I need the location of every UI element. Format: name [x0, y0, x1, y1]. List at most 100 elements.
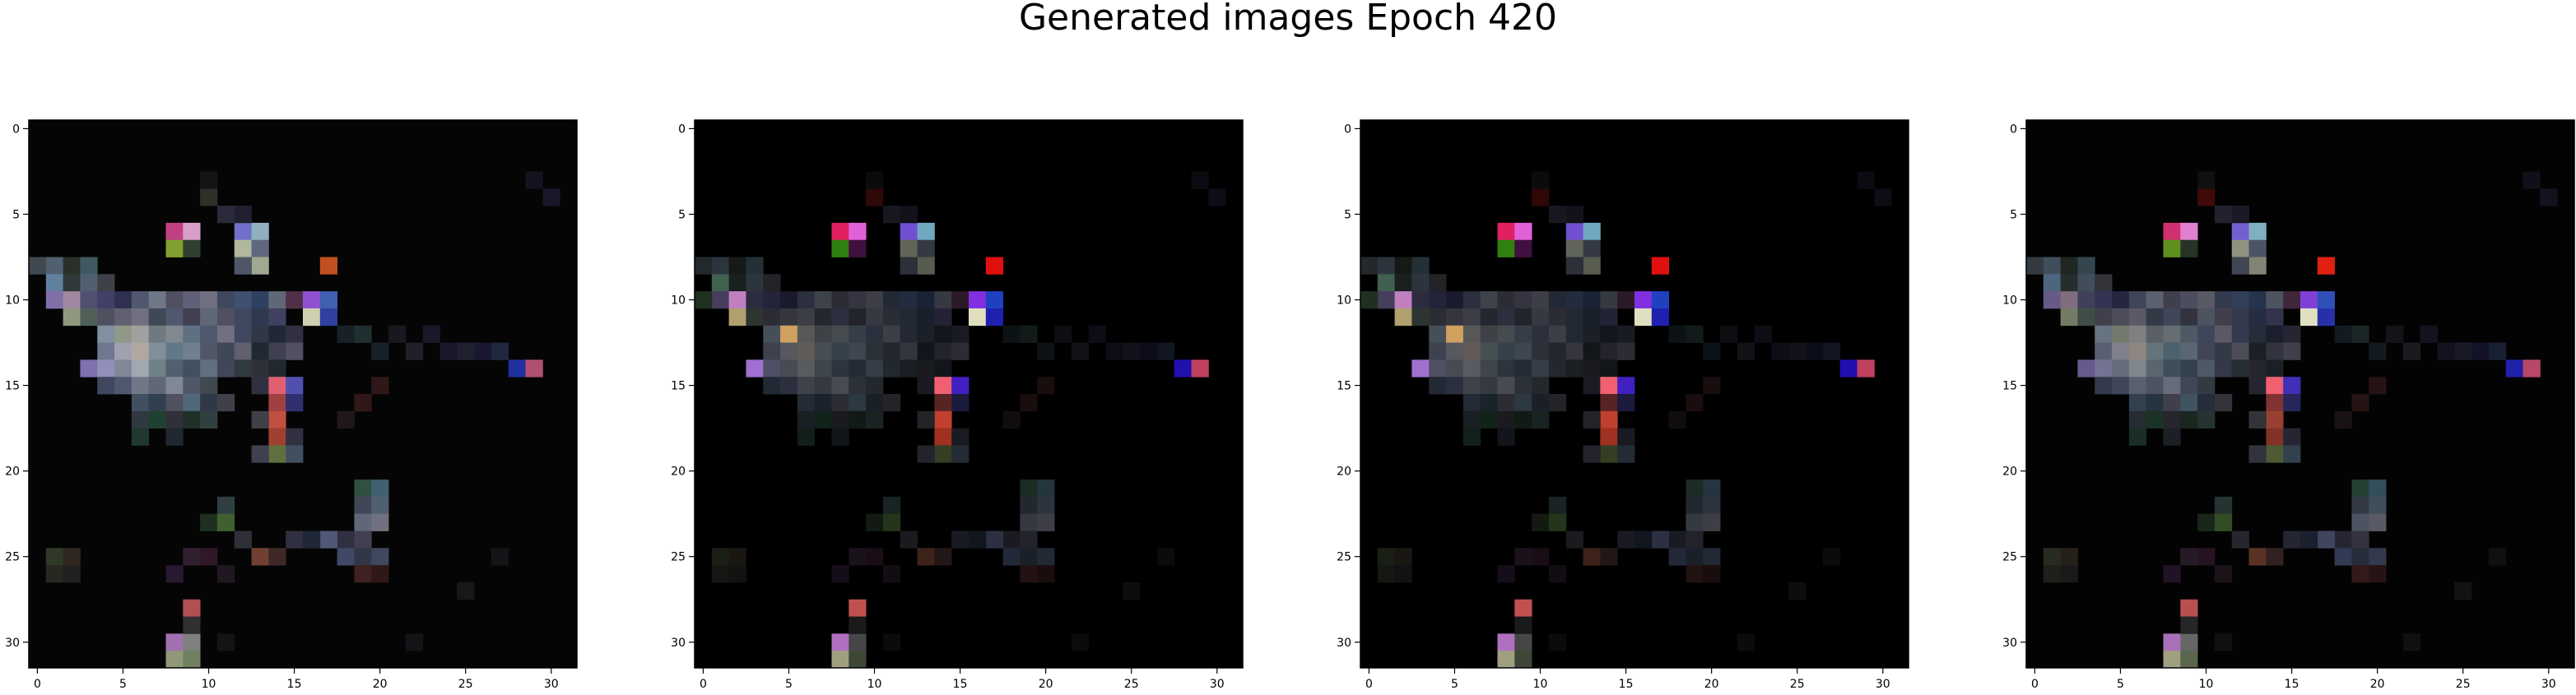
pixel-cell	[525, 171, 543, 189]
pixel-cell	[200, 171, 218, 189]
x-tick-label: 10	[2199, 678, 2214, 691]
pixel-cell	[2351, 513, 2369, 531]
pixel-cell	[2300, 308, 2318, 327]
pixel-cell	[80, 257, 98, 275]
pixel-cell	[1514, 394, 1532, 412]
pixel-cell	[371, 377, 389, 395]
pixel-cell	[1754, 325, 1772, 343]
pixel-cell	[354, 565, 372, 583]
x-tick-label: 30	[1210, 678, 1225, 691]
pixel-cell	[951, 394, 969, 412]
pixel-cell	[1514, 308, 1532, 327]
y-tick-label: 15	[671, 380, 686, 393]
pixel-cell	[831, 239, 849, 257]
pixel-cell	[1514, 599, 1532, 617]
pixel-cell	[2231, 291, 2249, 309]
pixel-cell	[900, 531, 918, 549]
pixel-cell	[763, 359, 781, 378]
pixel-cell	[1565, 291, 1583, 309]
pixel-cell	[2351, 565, 2369, 583]
pixel-cell	[1002, 410, 1021, 429]
pixel-cell	[1634, 308, 1653, 327]
pixel-cell	[1191, 171, 1209, 189]
pixel-cell	[183, 359, 201, 378]
pixel-cell	[917, 445, 935, 463]
pixel-cell	[2437, 342, 2455, 360]
pixel-cell	[1037, 480, 1055, 498]
pixel-cell	[491, 342, 509, 360]
pixel-cell	[2180, 616, 2198, 634]
x-tick-label: 0	[34, 678, 41, 691]
pixel-cell	[1462, 410, 1481, 429]
x-tick-label: 30	[2541, 678, 2556, 691]
pixel-cell	[2163, 222, 2181, 241]
pixel-cell	[1600, 377, 1618, 395]
pixel-cell	[2231, 531, 2249, 549]
pixel-cell	[1497, 394, 1515, 412]
y-tick-label: 15	[2002, 380, 2017, 393]
pixel-cell	[251, 445, 269, 463]
pixel-cell	[2214, 633, 2233, 651]
pixel-cell	[1651, 291, 1670, 309]
pixel-cell	[831, 565, 849, 583]
pixel-cell	[268, 548, 286, 566]
pixel-cell	[1377, 257, 1396, 275]
pixel-cell	[711, 565, 730, 583]
pixel-cell	[2283, 291, 2301, 309]
pixel-cell	[216, 342, 235, 360]
pixel-cell	[2214, 206, 2233, 224]
pixel-cell	[2163, 325, 2181, 343]
pixel-cell	[849, 342, 867, 360]
pixel-cell	[951, 445, 969, 463]
pixel-cell	[1002, 531, 1021, 549]
pixel-cell	[1446, 291, 1464, 309]
pixel-cell	[1020, 548, 1038, 566]
pixel-cell	[711, 274, 730, 292]
pixel-cell	[1583, 239, 1601, 257]
pixel-cell	[165, 342, 184, 360]
pixel-cell	[337, 531, 355, 549]
pixel-cell	[251, 325, 269, 343]
pixel-cell	[1548, 359, 1567, 378]
pixel-cell	[1720, 325, 1738, 343]
pixel-cell	[1565, 342, 1583, 360]
pixel-cell	[319, 531, 338, 549]
y-tick-label: 25	[1337, 551, 1351, 564]
pixel-cell	[2060, 548, 2078, 566]
pixel-cell	[1411, 291, 1430, 309]
pixel-cell	[1514, 239, 1532, 257]
pixel-cell	[1788, 342, 1806, 360]
pixel-cell	[2112, 308, 2130, 327]
pixel-cell	[1156, 342, 1175, 360]
pixel-cell	[1514, 410, 1532, 429]
pixel-cell	[97, 291, 115, 309]
pixel-cell	[286, 377, 304, 395]
pixel-cell	[746, 274, 764, 292]
image-panel-1: 0 5 10 15 20 25 30 0 5 10 15 20 25 30	[5, 119, 578, 691]
pixel-cell	[337, 548, 355, 566]
y-tick-label: 20	[2002, 466, 2017, 479]
pixel-cell	[337, 325, 355, 343]
pixel-cell	[1377, 548, 1396, 566]
pixel-cell	[1020, 513, 1038, 531]
pixel-cell	[2128, 394, 2147, 412]
pixel-cell	[1429, 359, 1447, 378]
pixel-cell	[1105, 342, 1123, 360]
pixel-cell	[1071, 633, 1090, 651]
pixel-cell	[97, 308, 115, 327]
pixel-cell	[1548, 342, 1567, 360]
pixel-cell	[1411, 308, 1430, 327]
pixel-cell	[2043, 548, 2062, 566]
pixel-cell	[1514, 359, 1532, 378]
pixel-cell	[1394, 291, 1412, 309]
pixel-cell	[882, 308, 901, 327]
pixel-cell	[165, 222, 184, 241]
pixel-cell	[849, 359, 867, 378]
pixel-cell	[2060, 308, 2078, 327]
y-tick-label: 10	[671, 294, 686, 308]
pixel-cell	[780, 308, 798, 327]
pixel-cell	[2231, 325, 2249, 343]
pixel-cell	[200, 291, 218, 309]
pixel-cell	[1497, 222, 1515, 241]
pixel-cell	[1583, 359, 1601, 378]
